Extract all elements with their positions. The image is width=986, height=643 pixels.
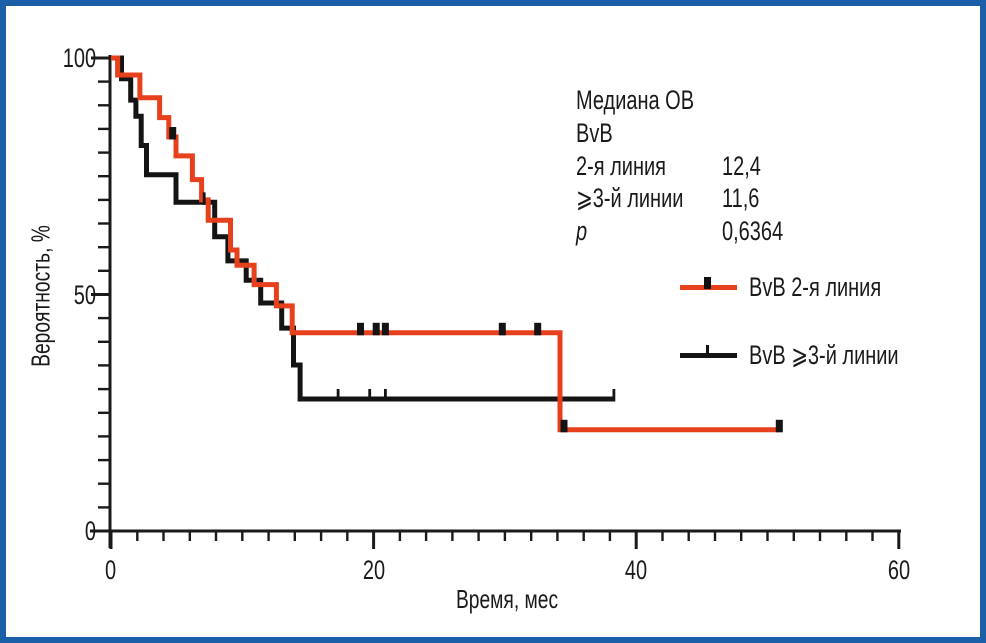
censor-tick [336,389,340,402]
censor-tick [372,322,380,336]
stats-label: Медиана ОВ [576,85,695,115]
legend-label-text: BvB 2-я линия [749,271,882,302]
x-tick-label: 20 [362,555,385,585]
censor-tick [560,419,568,433]
legend-item-3rd-line: BvB ⩾3-й линии [680,339,951,371]
censor-tick [202,192,206,205]
censor-tick [169,127,177,140]
legend-swatch-red [680,276,737,290]
stats-label: BvB [576,118,613,148]
x-tick-label: 40 [625,555,648,585]
censor-tick-icon [704,276,711,289]
legend-label-text: BvB ⩾3-й линии [749,339,899,370]
stats-label-p: p [576,216,588,246]
legend-swatch-black [680,344,737,358]
stats-value-p: 0,6364 [722,216,784,246]
legend-label: BvB ⩾3-й линии [749,340,951,371]
x-tick-label: 60 [887,555,910,585]
censor-tick [498,322,506,336]
x-axis-title: Время, мес [207,584,807,615]
x-tick-label: 0 [105,555,117,585]
censor-tick [381,322,389,336]
censor-tick [775,419,783,433]
censor-tick [534,322,542,336]
censor-tick [357,322,364,336]
censor-tick [612,389,616,402]
censor-tick-icon [706,344,709,357]
y-tick-label: 0 [84,516,96,546]
stats-value: 11,6 [722,183,760,213]
x-axis-title-text: Время, мес [455,584,559,614]
censor-tick [368,389,372,402]
censor-tick [384,389,387,402]
y-tick-label: 100 [62,43,96,73]
legend-item-2nd-line: BvB 2-я линия [680,271,928,303]
stats-label: 2-я линия [576,151,666,181]
y-tick-label: 50 [73,279,96,310]
stats-value: 12,4 [722,151,761,181]
survival-curve [111,55,614,402]
stats-label: ⩾3-й линии [576,183,684,213]
legend-label: BvB 2-я линия [749,272,928,303]
